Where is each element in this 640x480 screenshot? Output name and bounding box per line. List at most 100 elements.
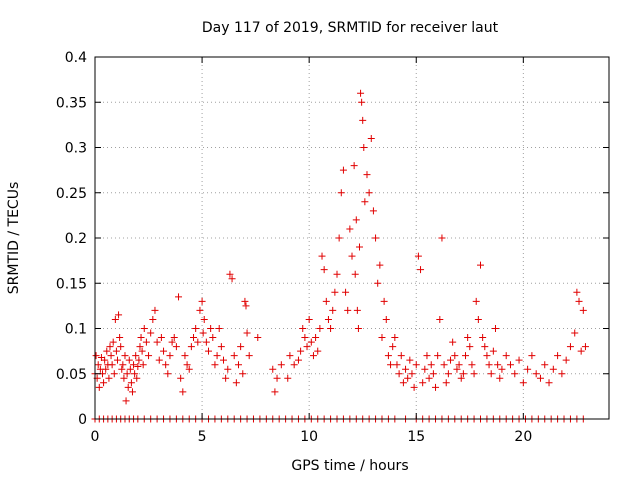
- data-point: [571, 329, 579, 337]
- data-point: [175, 293, 183, 301]
- data-point: [361, 198, 369, 206]
- data-point: [532, 370, 540, 378]
- data-point: [294, 356, 302, 364]
- data-point: [145, 352, 153, 360]
- data-point: [573, 288, 581, 296]
- data-point: [234, 361, 242, 369]
- data-point: [483, 352, 491, 360]
- data-point: [110, 370, 118, 378]
- x-tick-label: 15: [407, 429, 425, 445]
- data-point: [425, 374, 433, 382]
- data-point: [117, 343, 125, 351]
- data-point: [380, 297, 388, 305]
- data-point: [131, 370, 139, 378]
- data-point: [108, 361, 116, 369]
- data-point: [254, 334, 262, 342]
- data-point: [427, 361, 435, 369]
- y-tick-label: 0.25: [56, 186, 87, 202]
- data-point: [440, 361, 448, 369]
- data-point: [147, 329, 155, 337]
- data-point: [168, 338, 176, 346]
- data-point: [132, 352, 140, 360]
- axis-ticks: 0 0.05 0.1 0.15 0.2 0.25 0.3 0.35 0.4 0 5 10 15 20: [56, 50, 609, 445]
- data-point: [242, 302, 250, 310]
- data-point: [122, 397, 130, 405]
- data-point: [301, 334, 309, 342]
- data-point: [354, 325, 362, 332]
- data-point: [404, 374, 412, 382]
- data-point: [414, 252, 422, 260]
- data-point: [284, 374, 292, 382]
- data-point: [194, 338, 202, 346]
- data-point: [138, 347, 146, 355]
- data-point: [432, 383, 440, 391]
- data-point: [374, 279, 382, 287]
- data-point: [462, 352, 470, 360]
- data-point: [459, 370, 467, 378]
- grid: [95, 57, 609, 419]
- data-point: [496, 374, 504, 382]
- data-point: [464, 334, 472, 342]
- data-point: [363, 171, 371, 179]
- data-point: [402, 365, 410, 373]
- data-point: [367, 134, 375, 142]
- data-point: [312, 334, 320, 342]
- data-points: [91, 89, 589, 423]
- data-point: [359, 116, 367, 124]
- data-point: [466, 343, 474, 351]
- data-point: [92, 352, 100, 360]
- data-point: [436, 315, 444, 323]
- data-point: [562, 356, 570, 364]
- data-point: [153, 338, 161, 346]
- x-axis-label: GPS time / hours: [291, 458, 408, 474]
- data-point: [109, 338, 117, 346]
- data-point: [515, 356, 523, 364]
- data-point: [353, 306, 361, 314]
- data-point: [102, 365, 110, 373]
- data-point: [339, 166, 347, 174]
- data-point: [357, 89, 365, 97]
- data-point: [391, 334, 399, 342]
- data-point: [470, 370, 478, 378]
- data-point: [335, 234, 343, 242]
- data-point: [290, 361, 298, 369]
- data-point: [581, 343, 589, 351]
- data-point: [112, 347, 120, 355]
- data-point: [207, 325, 215, 332]
- data-point: [305, 315, 313, 323]
- data-point: [417, 266, 425, 274]
- data-point: [579, 306, 587, 314]
- data-point: [120, 374, 128, 382]
- y-tick-label: 0.4: [65, 50, 87, 66]
- data-point: [269, 365, 277, 373]
- data-point: [118, 365, 126, 373]
- data-point: [100, 379, 108, 387]
- data-point: [397, 352, 405, 360]
- data-point: [472, 297, 480, 305]
- data-point: [408, 370, 416, 378]
- data-point: [199, 329, 207, 337]
- x-tick-label: 0: [91, 429, 100, 445]
- data-point: [211, 361, 219, 369]
- data-point: [376, 261, 384, 269]
- data-point: [217, 343, 225, 351]
- data-point: [187, 343, 195, 351]
- data-point: [442, 379, 450, 387]
- data-point: [348, 252, 356, 260]
- data-point: [232, 379, 240, 387]
- data-point: [303, 343, 311, 351]
- data-point: [352, 216, 360, 224]
- data-point: [185, 365, 193, 373]
- data-point: [406, 356, 414, 364]
- data-point: [105, 374, 113, 382]
- data-point: [554, 352, 562, 360]
- data-point: [355, 243, 363, 251]
- data-point: [511, 370, 519, 378]
- data-point: [536, 374, 544, 382]
- data-point: [95, 383, 103, 391]
- data-point: [545, 379, 553, 387]
- data-point: [351, 270, 359, 278]
- data-point: [468, 361, 476, 369]
- data-point: [202, 338, 210, 346]
- data-point: [479, 334, 487, 342]
